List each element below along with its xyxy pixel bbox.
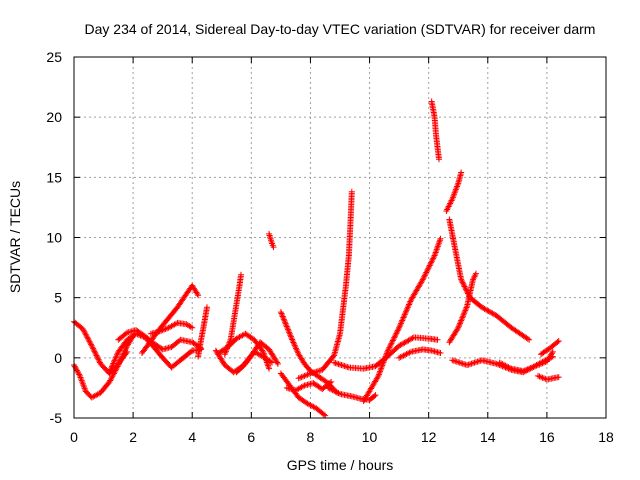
data-point-trail: [396, 346, 444, 361]
x-tick-label: 4: [188, 429, 196, 445]
data-point-trail: [331, 334, 441, 372]
data-point-trail: [295, 188, 355, 382]
y-tick-label: 20: [46, 109, 62, 125]
y-tick-label: -5: [50, 410, 63, 426]
data-point-trail: [221, 271, 244, 358]
data-series: [446, 270, 479, 346]
data-series: [537, 337, 562, 358]
grid-layer: [74, 57, 606, 418]
data-series: [233, 348, 276, 376]
x-tick-label: 18: [598, 429, 614, 445]
data-series: [221, 271, 244, 358]
y-axis-label: SDTVAR / TECUs: [7, 181, 23, 293]
data-series: [331, 334, 441, 372]
x-tick-label: 8: [307, 429, 315, 445]
data-point-trail: [535, 372, 562, 383]
y-tick-label: 15: [46, 169, 62, 185]
x-tick-label: 10: [362, 429, 378, 445]
y-tick-label: 5: [54, 290, 62, 306]
data-point-trail: [195, 304, 210, 360]
data-point-trail: [147, 319, 196, 337]
chart-title: Day 234 of 2014, Sidereal Day-to-day VTE…: [85, 21, 596, 37]
data-series: [147, 319, 196, 337]
data-point-trail: [266, 230, 277, 251]
data-point-trail: [212, 339, 281, 376]
y-tick-label: 25: [46, 49, 62, 65]
data-series: [443, 169, 465, 215]
data-series: [446, 216, 533, 343]
data-point-trail: [446, 270, 479, 346]
data-layer: [71, 98, 562, 419]
data-point-trail: [446, 216, 533, 343]
data-series: [266, 230, 277, 251]
data-point-trail: [138, 282, 202, 357]
data-series: [396, 346, 444, 361]
data-point-trail: [115, 327, 205, 353]
x-tick-label: 16: [539, 429, 555, 445]
data-point-trail: [537, 337, 562, 358]
data-series: [212, 339, 281, 376]
x-axis-label: GPS time / hours: [287, 457, 394, 473]
x-tick-label: 0: [70, 429, 78, 445]
x-tick-label: 2: [129, 429, 137, 445]
x-tick-label: 12: [421, 429, 437, 445]
y-tick-label: 0: [54, 350, 62, 366]
data-point-trail: [283, 378, 335, 394]
data-point-trail: [428, 98, 443, 163]
data-series: [535, 372, 562, 383]
data-series: [295, 188, 355, 382]
data-series: [195, 304, 210, 360]
tick-layer: 0 2 4 6 8 10 12 14 16 18 -5 0 5 10 15 20 25: [46, 49, 614, 445]
data-series: [428, 98, 443, 163]
data-series: [138, 282, 202, 357]
data-series: [360, 235, 444, 405]
data-series: [496, 353, 556, 375]
x-tick-label: 6: [247, 429, 255, 445]
x-tick-label: 14: [480, 429, 496, 445]
data-point-trail: [360, 235, 444, 405]
y-tick-label: 10: [46, 230, 62, 246]
data-point-trail: [496, 353, 556, 375]
data-series: [283, 378, 335, 394]
data-point-trail: [233, 348, 276, 376]
data-series: [115, 327, 205, 353]
data-point-trail: [443, 169, 465, 215]
